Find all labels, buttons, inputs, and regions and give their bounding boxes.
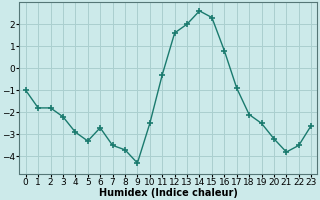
X-axis label: Humidex (Indice chaleur): Humidex (Indice chaleur) [99,188,238,198]
